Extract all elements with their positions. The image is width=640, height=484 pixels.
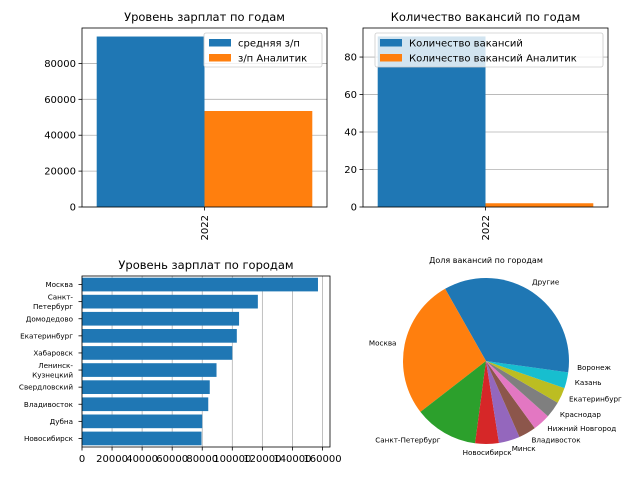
legend: средняя з/п з/п Аналитик bbox=[203, 32, 323, 68]
chart-vacancies-by-year: Количество вакансий по годам 0 20 40 60 80 202… bbox=[344, 10, 609, 240]
pie-label: Нижний Новгород bbox=[547, 424, 616, 433]
legend-swatch bbox=[380, 54, 402, 62]
pie-slice bbox=[486, 361, 565, 403]
x-tick-label: 140000 bbox=[273, 454, 311, 465]
y-tick-label: 0 bbox=[351, 203, 357, 214]
bar-analyst bbox=[204, 110, 313, 207]
y-tick-label: Санкт- bbox=[48, 293, 74, 302]
pie-slice bbox=[475, 361, 499, 444]
y-tick-label: 40 bbox=[344, 128, 357, 139]
chart-title: Уровень зарплат по годам bbox=[124, 10, 285, 24]
pie-slice bbox=[445, 278, 569, 361]
chart-vacancy-share-pie: Доля вакансий по городам Другие Москва Санк… bbox=[369, 256, 622, 457]
y-tick-label: 80000 bbox=[44, 59, 76, 70]
pie-label: Владивосток bbox=[531, 436, 581, 445]
x-tick-label: 0 bbox=[79, 454, 85, 465]
pie-label: Воронеж bbox=[577, 363, 611, 372]
y-tick-label: Хабаровск bbox=[33, 348, 73, 357]
y-tick-label: Владивосток bbox=[24, 400, 74, 409]
legend-box bbox=[374, 32, 604, 68]
legend-swatch bbox=[380, 39, 402, 47]
y-tick-label: 60000 bbox=[44, 95, 76, 106]
legend-swatch bbox=[209, 54, 231, 62]
pie-label: Екатеринбург bbox=[569, 395, 622, 404]
pie-slice bbox=[486, 361, 558, 417]
x-tick-label: 40000 bbox=[126, 454, 158, 465]
legend-label: средняя з/п bbox=[238, 39, 300, 50]
pie-label: Санкт-Петербург bbox=[375, 436, 440, 445]
y-tick-label: Екатеринбург bbox=[20, 331, 73, 340]
pie-slice bbox=[486, 361, 520, 443]
bar-city bbox=[82, 329, 237, 343]
y-tick-label: 80 bbox=[344, 53, 357, 64]
pie-label: Москва bbox=[369, 339, 397, 348]
y-tick-label: Москва bbox=[45, 280, 73, 289]
x-tick-label: 60000 bbox=[156, 454, 188, 465]
x-tick-label: 2022 bbox=[481, 215, 492, 240]
pie-slice bbox=[486, 361, 569, 389]
x-tick-label: 2022 bbox=[200, 215, 211, 240]
y-tick-label: Новосибирск bbox=[24, 434, 74, 443]
bar-city bbox=[82, 363, 217, 377]
y-tick-label: Дубна bbox=[50, 417, 73, 426]
pie-label: Новосибирск bbox=[463, 448, 513, 457]
y-tick-label: 40000 bbox=[44, 131, 76, 142]
legend-label: з/п Аналитик bbox=[238, 54, 307, 65]
chart-title: Количество вакансий по годам bbox=[391, 10, 581, 24]
chart-title: Уровень зарплат по городам bbox=[118, 258, 293, 272]
y-tick-label: 0 bbox=[70, 203, 76, 214]
y-tick-label: Домодедово bbox=[26, 314, 73, 323]
legend-box bbox=[203, 32, 323, 68]
legend: Количество вакансий Количество вакансий А… bbox=[374, 32, 604, 68]
x-tick-label: 80000 bbox=[186, 454, 218, 465]
pie-label: Краснодар bbox=[560, 410, 601, 419]
bar-city bbox=[82, 311, 240, 326]
y-tick-label: Кузнецкий bbox=[32, 371, 73, 380]
bar-city bbox=[82, 346, 233, 360]
pie-slice bbox=[486, 361, 535, 437]
chart-salary-by-year: Уровень зарплат по годам 0 20000 40000 60000… bbox=[44, 10, 328, 240]
pie-label: Другие bbox=[532, 278, 560, 287]
bar-analyst bbox=[485, 203, 594, 207]
pie-slice bbox=[486, 361, 548, 429]
y-tick-label: Ленинск- bbox=[38, 361, 73, 370]
chart-title: Доля вакансий по городам bbox=[429, 256, 543, 265]
pie-label: Казань bbox=[575, 378, 602, 387]
x-tick-label: 120000 bbox=[243, 454, 281, 465]
x-tick-label: 20000 bbox=[96, 454, 128, 465]
y-tick-label: Свердловский bbox=[19, 383, 73, 392]
pie-label: Минск bbox=[512, 444, 537, 453]
legend-label: Количество вакансий bbox=[409, 39, 523, 50]
bar-city bbox=[82, 414, 203, 429]
bar-city bbox=[82, 277, 318, 292]
x-tick-label: 100000 bbox=[213, 454, 251, 465]
y-tick-label: 60 bbox=[344, 90, 357, 101]
bar-city bbox=[82, 380, 210, 394]
y-tick-label: 20000 bbox=[44, 167, 76, 178]
x-tick-label: 160000 bbox=[303, 454, 341, 465]
pie-slice bbox=[486, 361, 569, 373]
plot-frame bbox=[81, 275, 331, 448]
bar-city bbox=[82, 294, 258, 309]
bar-total bbox=[96, 36, 205, 208]
pie-slice bbox=[403, 288, 486, 412]
bar-city bbox=[82, 397, 209, 412]
pie-slice bbox=[420, 361, 486, 444]
legend-label: Количество вакансий Аналитик bbox=[409, 54, 577, 65]
chart-salary-by-city: Уровень зарплат по городам 0 2000040000600… bbox=[19, 258, 342, 465]
y-tick-label: Петербург bbox=[33, 302, 73, 311]
legend-swatch bbox=[209, 39, 231, 47]
y-tick-label: 20 bbox=[344, 165, 357, 176]
bar-city bbox=[82, 431, 202, 446]
